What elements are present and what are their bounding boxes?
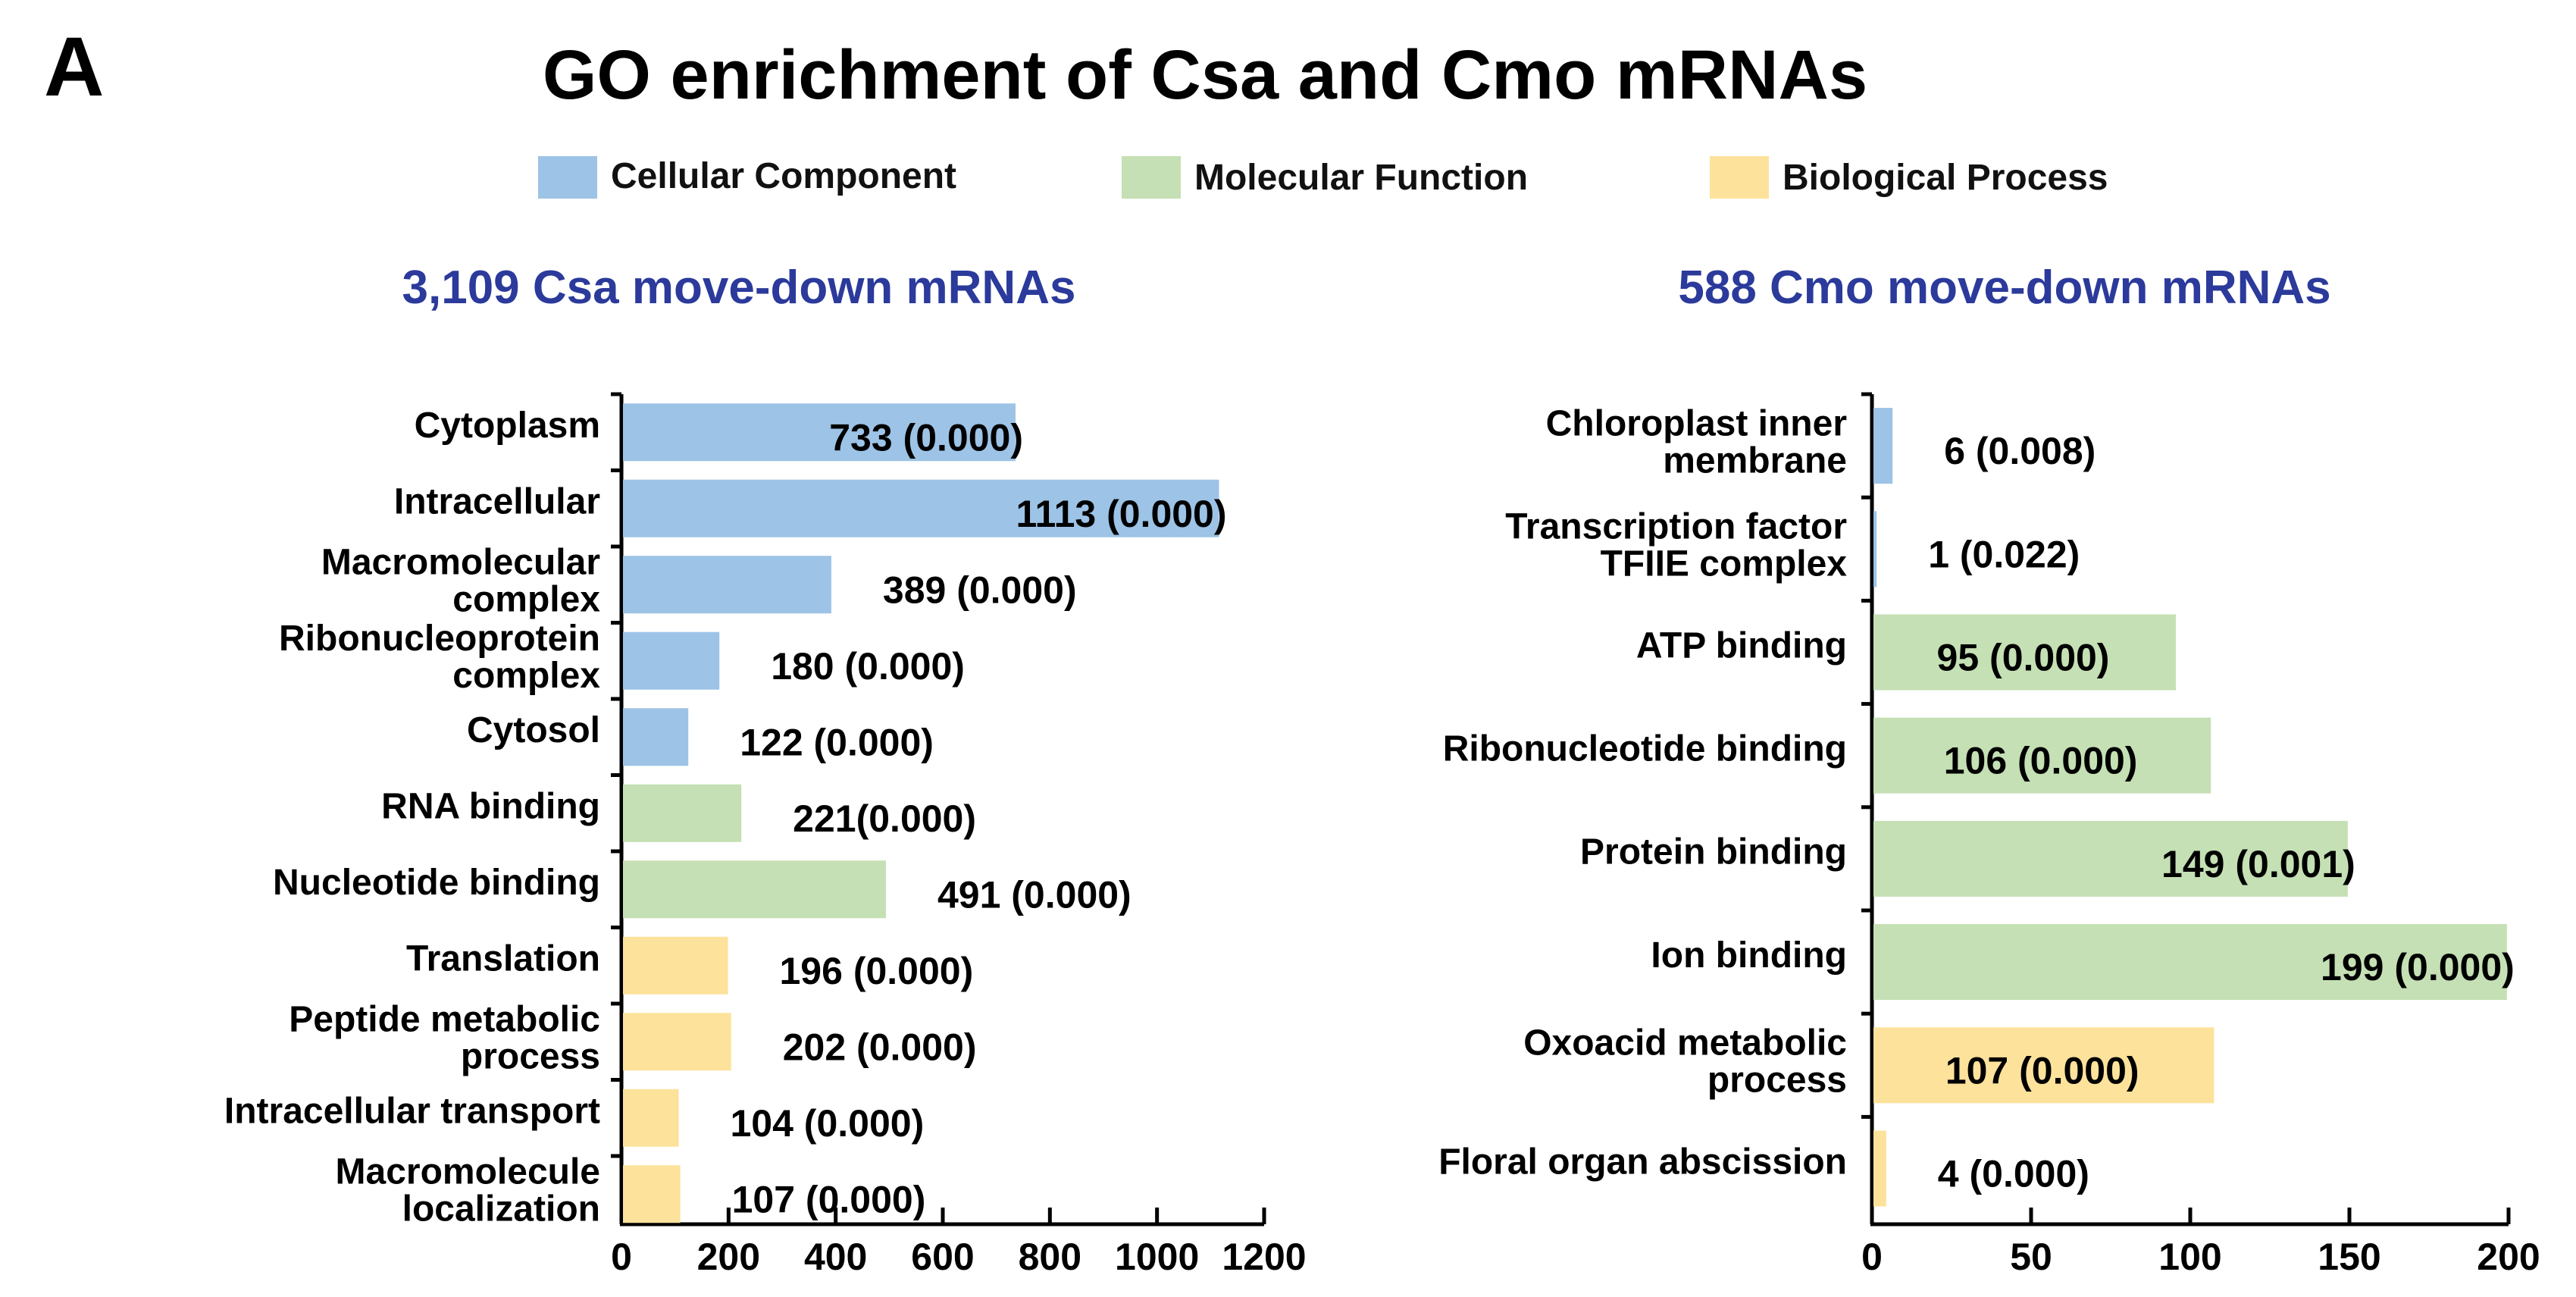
csa-bar [623, 1089, 679, 1147]
cmo-x-tick-label: 150 [2318, 1236, 2380, 1278]
csa-category-label: Intracellular transport [224, 1092, 600, 1132]
csa-x-tick-label: 1000 [1115, 1236, 1199, 1278]
cmo-bar [1873, 820, 2348, 897]
csa-data-label: 180 (0.000) [771, 645, 965, 688]
csa-category-label: complex [452, 580, 600, 620]
csa-bar [623, 784, 742, 842]
cmo-bar [1873, 511, 1877, 587]
csa-bar [623, 1013, 731, 1071]
cmo-category-label: Chloroplast inner [1546, 403, 1847, 443]
legend-label-molecular-function: Molecular Function [1194, 158, 1528, 198]
cmo-bar [1873, 614, 2176, 691]
panel-label: A [44, 20, 104, 114]
csa-x-tick-label: 400 [804, 1236, 867, 1278]
csa-category-label: Ribonucleoprotein [279, 619, 600, 659]
csa-x-tick-label: 1200 [1222, 1236, 1306, 1278]
csa-bar-chart: 3,109 Csa move-down mRNAs 0 200 400 600 800 1… [224, 262, 1307, 1278]
cmo-category-label: process [1707, 1060, 1847, 1101]
cmo-x-tick-label: 100 [2158, 1236, 2221, 1278]
cmo-data-label: 199 (0.000) [2321, 946, 2515, 988]
csa-bar [623, 1165, 681, 1223]
csa-category-label: Peptide metabolic [289, 1000, 600, 1040]
csa-data-label: 1113 (0.000) [1016, 493, 1226, 535]
csa-category-label: Cytosol [467, 710, 600, 750]
csa-bar [623, 936, 728, 995]
cmo-bar [1873, 924, 2507, 1001]
cmo-category-label: membrane [1663, 440, 1847, 481]
csa-x-tick-label: 800 [1019, 1236, 1081, 1278]
csa-data-label: 491 (0.000) [937, 873, 1131, 916]
csa-category-label: Translation [406, 939, 600, 979]
csa-bar [623, 860, 886, 919]
csa-bar [623, 556, 831, 614]
csa-category-label: process [461, 1037, 600, 1077]
cmo-data-label: 6 (0.008) [1944, 430, 2096, 472]
cmo-category-label: Oxoacid metabolic [1523, 1023, 1847, 1064]
csa-category-label: Intracellular [394, 482, 600, 522]
csa-bar [623, 403, 1016, 462]
csa-bar [623, 631, 720, 690]
csa-data-label: 389 (0.000) [883, 569, 1077, 611]
cmo-category-label: Ion binding [1651, 935, 1847, 976]
cmo-x-tick-label: 0 [1861, 1236, 1883, 1278]
cmo-category-label: Floral organ abscission [1438, 1142, 1847, 1182]
cmo-x-tick-label: 200 [2477, 1236, 2540, 1278]
csa-category-label: Macromolecular [321, 543, 600, 583]
cmo-data-label: 106 (0.000) [1944, 740, 2138, 782]
csa-bar [623, 708, 689, 766]
legend-label-biological-process: Biological Process [1783, 158, 2108, 198]
legend: Cellular Component Molecular Function Bi… [538, 156, 2108, 199]
csa-bar [623, 479, 1219, 537]
cmo-data-label: 4 (0.000) [1938, 1153, 2089, 1195]
csa-data-label: 122 (0.000) [740, 721, 934, 763]
cmo-bar-chart: 588 Cmo move-down mRNAs 0 50 100 150 200 Chlo… [1438, 262, 2540, 1278]
csa-x-tick-label: 200 [697, 1236, 760, 1278]
csa-category-label: RNA binding [381, 787, 600, 827]
csa-data-label: 196 (0.000) [780, 950, 974, 992]
csa-category-label: Macromolecule [336, 1152, 600, 1192]
cmo-chart-title: 588 Cmo move-down mRNAs [1678, 262, 2330, 314]
csa-category-label: complex [452, 656, 600, 696]
cmo-data-label: 95 (0.000) [1937, 637, 2110, 679]
csa-data-label: 733 (0.000) [829, 416, 1023, 459]
cmo-bar [1873, 408, 1893, 484]
figure-title: GO enrichment of Csa and Cmo mRNAs [543, 36, 1867, 114]
cmo-data-label: 149 (0.001) [2161, 843, 2355, 885]
csa-x-tick-label: 600 [911, 1236, 974, 1278]
cmo-data-label: 1 (0.022) [1928, 533, 2080, 575]
csa-data-label: 202 (0.000) [783, 1026, 977, 1068]
cmo-category-label: TFIIE complex [1601, 544, 1848, 584]
cmo-bar [1873, 1130, 1886, 1207]
legend-swatch-biological-process [1710, 156, 1769, 199]
csa-category-label: Nucleotide binding [273, 863, 600, 903]
cmo-bar [1873, 717, 2211, 794]
legend-swatch-molecular-function [1122, 156, 1181, 199]
cmo-category-label: Protein binding [1580, 832, 1847, 872]
cmo-data-label: 107 (0.000) [1945, 1049, 2139, 1092]
csa-x-tick-label: 0 [611, 1236, 632, 1278]
csa-chart-title: 3,109 Csa move-down mRNAs [402, 262, 1076, 314]
cmo-x-tick-label: 50 [2010, 1236, 2052, 1278]
csa-data-label: 104 (0.000) [730, 1102, 924, 1145]
cmo-category-label: ATP binding [1636, 625, 1847, 666]
csa-category-label: localization [402, 1189, 600, 1230]
legend-label-cellular-component: Cellular Component [611, 156, 956, 196]
csa-data-label: 221(0.000) [793, 797, 976, 840]
cmo-category-label: Transcription factor [1505, 507, 1847, 547]
cmo-bar [1873, 1027, 2214, 1104]
cmo-category-label: Ribonucleotide binding [1443, 729, 1847, 769]
csa-data-label: 107 (0.000) [732, 1178, 926, 1220]
csa-category-label: Cytoplasm [415, 406, 600, 446]
legend-swatch-cellular-component [538, 156, 597, 199]
